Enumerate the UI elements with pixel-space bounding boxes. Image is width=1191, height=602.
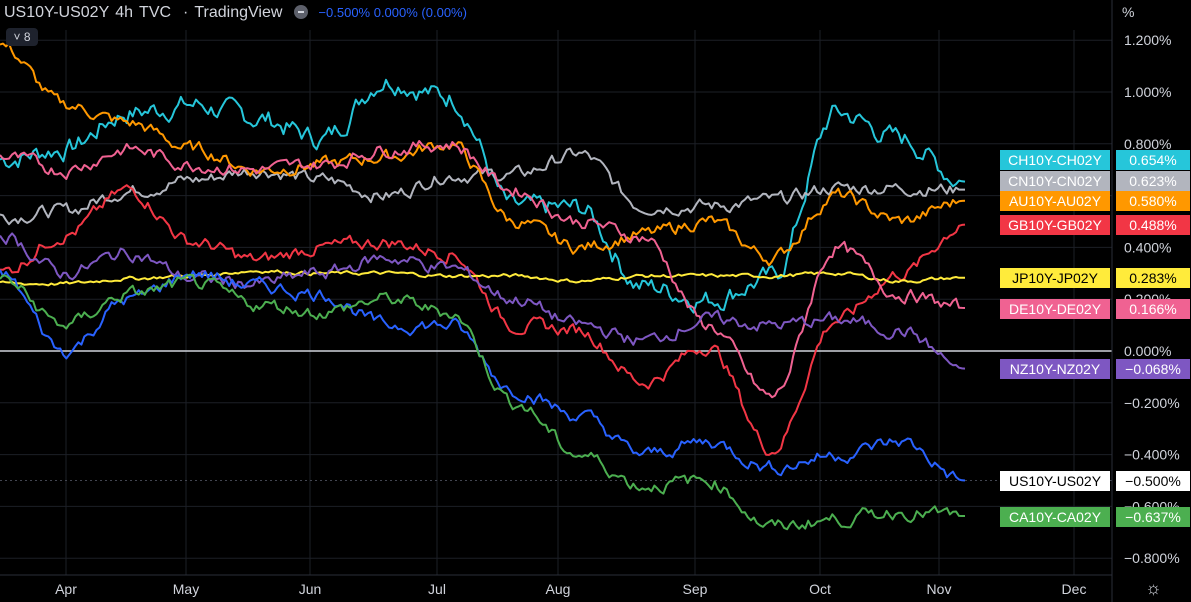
series-name-box <box>1000 507 1110 527</box>
series-label-ch10y-ch02y: CH10Y-CH02Y 0.654% <box>1000 150 1190 170</box>
interval[interactable]: 4h <box>115 4 134 21</box>
y-tick-label: −0.800% <box>1124 550 1180 566</box>
series-value-box <box>1116 471 1190 491</box>
x-tick-label: Jun <box>299 581 322 597</box>
series-name-box <box>1000 359 1110 379</box>
y-tick-label: 1.000% <box>1124 84 1171 100</box>
x-tick-label: Oct <box>809 581 831 597</box>
series-value-text: 0.166% <box>1129 301 1176 317</box>
y-tick-label: 0.400% <box>1124 239 1171 255</box>
visibility-icon[interactable] <box>294 5 309 19</box>
x-tick-label: Apr <box>55 581 77 597</box>
series-value-box <box>1116 268 1190 288</box>
series-name-text: CA10Y-CA02Y <box>1009 509 1102 525</box>
series-value-box <box>1116 191 1190 211</box>
series-label-ca10y-ca02y: CA10Y-CA02Y −0.637% <box>1000 507 1190 527</box>
series-value-text: 0.283% <box>1129 270 1176 286</box>
grid <box>0 30 1112 575</box>
series-value-box <box>1116 507 1190 527</box>
series-line-nz10y-nz02y <box>0 232 966 370</box>
x-tick-label: Jul <box>428 581 446 597</box>
series-name-box <box>1000 471 1110 491</box>
series-name-box <box>1000 191 1110 211</box>
series-value-text: −0.500% <box>1125 473 1181 489</box>
chart-header: US10Y-US02Y 4h TVC · TradingView −0.500% 0.00… <box>4 4 473 22</box>
series-name-text: US10Y-US02Y <box>1009 473 1102 489</box>
series-line-ch10y-ch02y <box>0 78 966 314</box>
series-name-box <box>1000 299 1110 319</box>
series-name-box <box>1000 171 1110 191</box>
x-tick-label: Nov <box>927 581 952 597</box>
series-value-box <box>1116 171 1190 191</box>
series-value-text: −0.068% <box>1125 361 1181 377</box>
series-line-de10y-de02y <box>0 140 966 399</box>
series-label-de10y-de02y: DE10Y-DE02Y 0.166% <box>1000 299 1190 319</box>
series-name-text: CN10Y-CN02Y <box>1008 173 1102 189</box>
series-value-text: 0.654% <box>1129 152 1176 168</box>
x-tick-label: Sep <box>683 581 708 597</box>
series-value-box <box>1116 215 1190 235</box>
symbol-name[interactable]: US10Y-US02Y <box>4 4 110 21</box>
series-line-cn10y-cn02y <box>0 147 965 226</box>
series-value-box <box>1116 299 1190 319</box>
series-name-text: GB10Y-GB02Y <box>1008 217 1102 233</box>
header-values: −0.500% 0.000% (0.00%) <box>318 5 467 20</box>
series-name-box <box>1000 215 1110 235</box>
unit-label: % <box>1122 4 1135 20</box>
y-tick-label: 1.200% <box>1124 32 1171 48</box>
y-tick-label: 0.000% <box>1124 343 1171 359</box>
series-label-cn10y-cn02y: CN10Y-CN02Y 0.623% <box>1000 171 1190 191</box>
series-value-text: 0.623% <box>1129 173 1176 189</box>
platform: TradingView <box>194 4 283 21</box>
gear-icon[interactable]: ☼ <box>1145 578 1162 598</box>
series-value-box <box>1116 359 1190 379</box>
series-line-jp10y-jp02y <box>0 269 965 287</box>
series-value-text: 0.580% <box>1129 193 1176 209</box>
series-line-gb10y-gb02y <box>0 184 966 456</box>
series-name-text: DE10Y-DE02Y <box>1009 301 1102 317</box>
series-name-text: JP10Y-JP02Y <box>1012 270 1099 286</box>
series-line-ca10y-ca02y <box>0 273 965 531</box>
zero-line <box>0 350 1112 481</box>
y-tick-label: −0.400% <box>1124 447 1180 463</box>
series-label-gb10y-gb02y: GB10Y-GB02Y 0.488% <box>1000 215 1190 235</box>
series-line-au10y-au02y <box>0 42 966 267</box>
series-label-jp10y-jp02y: JP10Y-JP02Y 0.283% <box>1000 268 1190 288</box>
separator-dot: · <box>183 4 189 21</box>
y-tick-label: 0.800% <box>1124 136 1171 152</box>
series-value-box <box>1116 150 1190 170</box>
series-lines <box>0 42 966 531</box>
x-tick-label: Dec <box>1062 581 1087 597</box>
source: TVC <box>139 4 172 21</box>
series-name-box <box>1000 150 1110 170</box>
x-tick-label: Aug <box>546 581 571 597</box>
series-value-text: −0.637% <box>1125 509 1181 525</box>
series-label-nz10y-nz02y: NZ10Y-NZ02Y −0.068% <box>1000 359 1190 379</box>
series-labels: CH10Y-CH02Y 0.654% CN10Y-CN02Y 0.623% AU10Y-… <box>1000 150 1190 527</box>
collapse-indicators-button[interactable]: ˅ 8 <box>6 28 38 46</box>
series-name-text: CH10Y-CH02Y <box>1008 152 1102 168</box>
series-name-text: AU10Y-AU02Y <box>1009 193 1102 209</box>
series-label-us10y-us02y: US10Y-US02Y −0.500% <box>1000 471 1190 491</box>
series-label-au10y-au02y: AU10Y-AU02Y 0.580% <box>1000 191 1190 211</box>
series-name-text: NZ10Y-NZ02Y <box>1010 361 1101 377</box>
x-tick-label: May <box>173 581 199 597</box>
y-tick-label: −0.200% <box>1124 395 1180 411</box>
series-name-box <box>1000 268 1110 288</box>
series-value-text: 0.488% <box>1129 217 1176 233</box>
